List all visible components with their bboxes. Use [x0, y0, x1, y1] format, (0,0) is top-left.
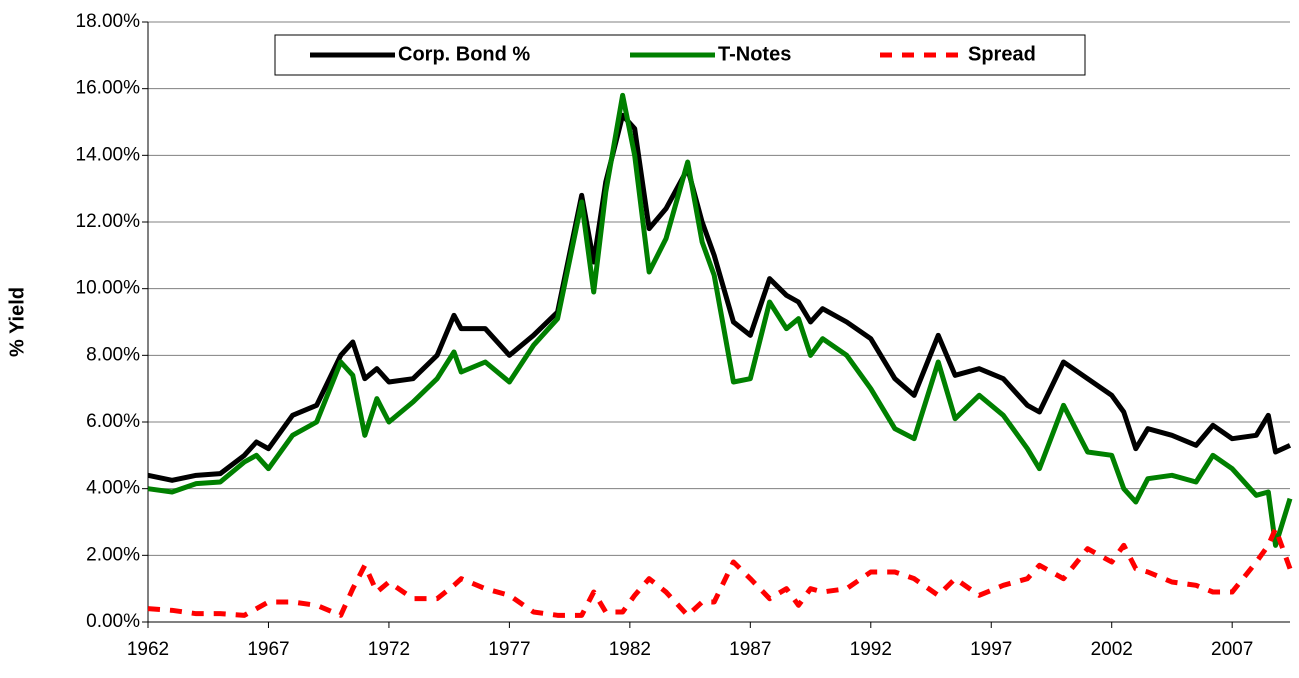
y-tick-label: 12.00% — [76, 211, 141, 232]
x-tick-label: 1987 — [729, 639, 771, 660]
x-tick-label: 2007 — [1211, 639, 1253, 660]
series-line — [147, 92, 1293, 548]
y-tick-label: 16.00% — [76, 78, 141, 99]
y-axis-label: % Yield — [6, 287, 28, 357]
y-tick-label: 14.00% — [76, 144, 141, 165]
legend-label: Spread — [968, 43, 1036, 65]
x-tick-label: 1977 — [488, 639, 530, 660]
x-tick-label: 1972 — [368, 639, 410, 660]
legend-label: Corp. Bond % — [398, 43, 530, 65]
y-tick-label: 0.00% — [86, 611, 140, 632]
y-tick-label: 4.00% — [86, 478, 140, 499]
series-line — [147, 112, 1292, 483]
x-tick-label: 1967 — [247, 639, 289, 660]
legend-label: T-Notes — [718, 43, 791, 65]
series-line — [147, 526, 1293, 618]
y-tick-label: 18.00% — [76, 11, 141, 32]
y-tick-label: 10.00% — [76, 278, 141, 299]
y-tick-label: 6.00% — [86, 411, 140, 432]
x-tick-label: 1992 — [850, 639, 892, 660]
x-tick-label: 1982 — [609, 639, 651, 660]
x-tick-label: 1997 — [970, 639, 1012, 660]
y-tick-label: 2.00% — [86, 544, 140, 565]
y-tick-label: 8.00% — [86, 344, 140, 365]
x-tick-label: 2002 — [1091, 639, 1133, 660]
x-tick-label: 1962 — [127, 639, 169, 660]
